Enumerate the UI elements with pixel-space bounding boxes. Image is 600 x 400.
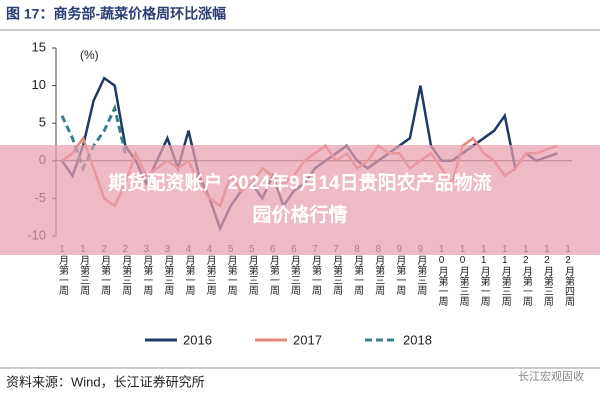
x-tick-label: 11月第三周: [499, 244, 511, 307]
x-tick-label: 10月第三周: [457, 244, 469, 307]
x-tick-label: 12月第三周: [541, 244, 553, 307]
legend-label: 2016: [183, 332, 212, 347]
x-tick-label: 6月第一周: [267, 244, 279, 296]
x-tick-label: 1月第一周: [57, 244, 69, 296]
x-tick-label: 9月第三周: [415, 244, 427, 296]
x-tick-label: 12月第一周: [520, 244, 532, 307]
x-tick-label: 5月第一周: [225, 244, 237, 296]
overlay-banner: [0, 145, 600, 255]
y-tick-label: 15: [32, 39, 46, 54]
x-tick-label: 9月第一周: [394, 244, 406, 296]
x-tick-label: 10月第一周: [436, 244, 448, 307]
x-tick-label: 3月第三周: [162, 244, 174, 296]
y-tick-label: 10: [32, 77, 46, 92]
x-tick-label: 5月第三周: [246, 244, 258, 296]
x-tick-label: 8月第一周: [352, 244, 364, 296]
y-axis-label: (%): [80, 48, 99, 62]
legend-label: 2018: [403, 332, 432, 347]
source: 资料来源：Wind，长江证券研究所: [6, 374, 205, 389]
overlay-text: 期货配资账户 2024年9月14日贵阳农产品物流: [108, 171, 491, 194]
watermark: 长江宏观固收: [518, 369, 584, 383]
x-tick-label: 1月第三周: [78, 244, 90, 296]
chart-title: 图 17：商务部-蔬菜价格周环比涨幅: [6, 6, 226, 22]
y-tick-label: 5: [39, 115, 46, 130]
legend-label: 2017: [293, 332, 322, 347]
x-tick-label: 2月第三周: [120, 244, 132, 296]
x-tick-label: 6月第三周: [288, 244, 300, 296]
x-tick-label: 7月第一周: [310, 244, 322, 296]
x-tick-label: 11月第一周: [478, 244, 490, 307]
x-tick-label: 2月第一周: [99, 244, 111, 296]
x-tick-label: 4月第三周: [204, 244, 216, 296]
overlay-text: 园价格行情: [252, 203, 347, 226]
x-tick-label: 3月第一周: [141, 244, 153, 296]
x-tick-label: 7月第三周: [331, 244, 343, 296]
x-tick-label: 12月第四周: [563, 244, 575, 307]
x-tick-label: 4月第一周: [183, 244, 195, 296]
x-tick-label: 8月第三周: [373, 244, 385, 296]
